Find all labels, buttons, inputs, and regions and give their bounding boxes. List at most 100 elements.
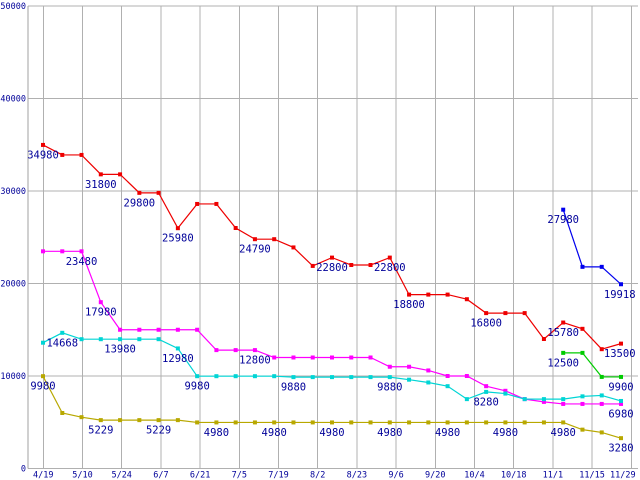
green-series-marker (599, 374, 604, 379)
blue-series-point-label: 27980 (547, 214, 579, 226)
red-series-marker (522, 311, 527, 316)
x-tick-label: 7/19 (268, 471, 288, 480)
yellow-series-point-label: 4980 (551, 427, 576, 439)
magenta-series-marker (175, 327, 180, 332)
cyan-series-marker (599, 393, 604, 398)
cyan-series-marker (214, 374, 219, 379)
yellow-series-marker (407, 420, 412, 425)
cyan-series-point-label: 9980 (184, 381, 209, 393)
x-tick-label: 7/5 (232, 471, 247, 480)
blue-series-point-label: 19918 (604, 289, 636, 301)
yellow-series-marker (41, 374, 45, 379)
x-tick-label: 8/23 (347, 471, 367, 480)
cyan-series-marker (310, 375, 315, 380)
cyan-series-marker (272, 374, 277, 379)
cyan-series-marker (60, 330, 65, 335)
red-series-marker (503, 311, 508, 316)
cyan-series-marker (79, 337, 84, 342)
red-series-marker (484, 311, 489, 316)
red-series-marker (349, 263, 354, 267)
cyan-series-marker (426, 380, 431, 385)
red-series-marker (175, 226, 180, 231)
red-series-marker (233, 226, 238, 230)
yellow-series-point-label: 4980 (319, 427, 344, 439)
magenta-series-marker (252, 348, 257, 353)
red-series-point-label: 15780 (547, 327, 579, 339)
red-series-marker (541, 337, 546, 341)
magenta-series-marker (599, 401, 604, 406)
red-series-marker (291, 245, 296, 250)
red-series-marker (580, 326, 585, 331)
x-tick-label: 4/19 (33, 471, 53, 480)
red-series-marker (195, 201, 200, 206)
cyan-series-marker (291, 375, 296, 380)
red-series-point-label: 25980 (162, 233, 194, 245)
yellow-series-marker (291, 420, 296, 425)
cyan-series-marker (175, 346, 180, 351)
red-series-point-label: 18800 (393, 299, 425, 311)
cyan-series-marker (619, 398, 624, 403)
red-series-marker (252, 237, 257, 242)
magenta-series-marker (619, 401, 624, 406)
blue-series-marker (580, 264, 585, 269)
red-series-marker (330, 255, 335, 260)
magenta-series-marker (426, 368, 431, 373)
yellow-series-point-label: 4980 (204, 427, 229, 439)
magenta-series-point-label: 23480 (66, 256, 98, 268)
blue-series-marker (561, 207, 566, 212)
cyan-series-marker (98, 337, 103, 342)
y-tick-label: 40000 (0, 95, 26, 105)
cyan-series-marker (464, 397, 469, 402)
y-tick-label: 10000 (0, 372, 26, 382)
cyan-series-marker (407, 377, 412, 382)
cyan-series-point-label: 9880 (281, 382, 306, 394)
yellow-series-marker (233, 420, 238, 425)
x-tick-label: 6/7 (153, 471, 168, 480)
cyan-series-marker (118, 337, 123, 342)
magenta-series-point-label: 17980 (85, 307, 117, 319)
cyan-series-point-label: 14668 (46, 337, 78, 349)
magenta-series-marker (349, 355, 354, 360)
magenta-series-marker (291, 355, 296, 360)
x-tick-label: 5/10 (72, 471, 92, 480)
red-series-marker (137, 190, 142, 195)
magenta-series-marker (580, 401, 585, 406)
x-tick-label: 10/18 (501, 471, 527, 480)
cyan-series-marker (252, 374, 257, 379)
red-series-point-label: 16800 (470, 318, 502, 330)
magenta-series-marker (195, 327, 200, 332)
yellow-series-point-label: 4980 (377, 427, 402, 439)
x-tick-label: 8/2 (310, 471, 325, 480)
cyan-series-marker (541, 397, 546, 402)
magenta-series-point-label: 6980 (608, 408, 633, 420)
yellow-series-point-label: 5229 (88, 425, 113, 437)
cyan-series-marker (561, 397, 566, 402)
cyan-series-point-label: 8280 (473, 396, 498, 408)
yellow-series-marker (214, 420, 219, 425)
magenta-series-marker (137, 327, 142, 332)
red-series-marker (619, 341, 624, 346)
cyan-series-marker (503, 391, 508, 396)
cyan-series-marker (195, 374, 200, 379)
y-tick-label: 20000 (0, 280, 26, 290)
red-series-marker (599, 347, 604, 352)
magenta-series-marker (541, 399, 546, 404)
x-tick-label: 5/24 (111, 471, 131, 480)
yellow-series-marker (484, 420, 489, 425)
yellow-series-marker (464, 420, 469, 425)
yellow-series-marker (619, 436, 624, 441)
yellow-series-marker (60, 411, 65, 415)
magenta-series-marker (98, 300, 103, 305)
magenta-series-marker (464, 374, 469, 378)
yellow-series-point-label: 9980 (30, 381, 55, 393)
magenta-series-marker (503, 388, 508, 393)
yellow-series-marker (349, 420, 354, 425)
cyan-series-point-label: 9880 (377, 382, 402, 394)
red-series-marker (79, 152, 84, 157)
yellow-series-point-label: 4980 (493, 427, 518, 439)
magenta-series-marker (60, 249, 65, 254)
magenta-series-marker (484, 384, 489, 389)
red-series-point-label: 13500 (604, 348, 636, 360)
cyan-series-marker (349, 375, 354, 380)
